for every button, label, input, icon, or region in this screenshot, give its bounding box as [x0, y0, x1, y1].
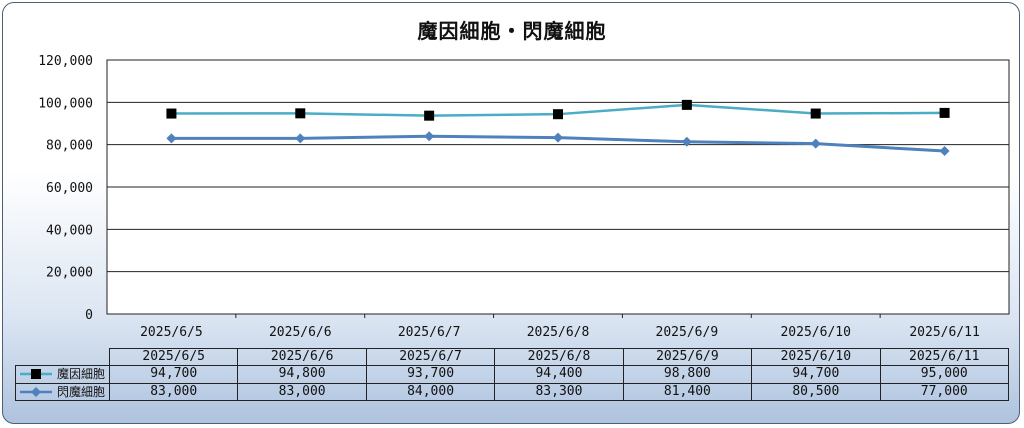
data-point-diamond [939, 146, 950, 157]
data-point-diamond [166, 133, 177, 144]
y-tick-label: 80,000 [46, 139, 93, 154]
data-table-value: 84,000 [365, 382, 496, 401]
data-table-value: 83,300 [494, 382, 624, 401]
x-tick-label: 2025/6/6 [269, 325, 332, 340]
data-table-value: 83,000 [108, 382, 239, 401]
data-table-value: 94,700 [108, 365, 239, 384]
y-tick-label: 40,000 [46, 223, 93, 238]
data-table-date: 2025/6/5 [108, 348, 239, 366]
data-table-value: 81,400 [622, 382, 753, 401]
data-table-value: 98,800 [622, 365, 753, 384]
legend-entry: 閃魔細胞 [15, 382, 110, 401]
data-table-value: 94,400 [494, 365, 624, 384]
data-table-date: 2025/6/8 [494, 348, 624, 366]
data-point-diamond [295, 133, 306, 144]
data-table-date: 2025/6/9 [622, 348, 753, 366]
data-table-value: 77,000 [879, 382, 1010, 401]
data-table-value: 94,700 [751, 365, 881, 384]
data-point-square [939, 107, 950, 118]
data-point-diamond [810, 138, 821, 149]
data-point-square [681, 99, 692, 110]
legend-label: 魔因細胞 [57, 367, 106, 381]
x-tick-label: 2025/6/10 [780, 325, 850, 340]
data-point-square [553, 109, 563, 120]
x-tick-label: 2025/6/7 [398, 325, 461, 340]
data-point-square [810, 108, 821, 119]
data-table-value: 83,000 [237, 382, 367, 401]
x-tick-label: 2025/6/5 [140, 325, 203, 340]
y-tick-label: 60,000 [46, 181, 93, 196]
data-table-date: 2025/6/6 [237, 348, 367, 366]
x-tick-label: 2025/6/8 [527, 325, 590, 340]
data-point-square [166, 108, 177, 119]
data-table-date: 2025/6/7 [365, 348, 496, 366]
data-point-diamond [681, 136, 692, 147]
legend-label: 閃魔細胞 [57, 384, 106, 399]
y-tick-label: 20,000 [46, 266, 93, 281]
data-table-value: 80,500 [751, 382, 881, 401]
data-table-header-row: 2025/6/5 2025/6/6 2025/6/7 2025/6/8 2025/6/9… [15, 348, 1010, 366]
data-table: 2025/6/5 2025/6/6 2025/6/7 2025/6/8 2025/6/9… [15, 348, 1010, 401]
data-point-diamond [553, 132, 563, 143]
legend-key-icon [20, 369, 52, 379]
data-point-square [424, 110, 435, 121]
data-table-row: 魔因細胞 94,700 94,800 93,700 94,400 98,800 94,700… [15, 365, 1010, 384]
data-table-value: 95,000 [879, 365, 1010, 384]
data-table-row: 閃魔細胞 83,000 83,000 84,000 83,300 81,400 80,500… [15, 382, 1010, 401]
chart-title: 魔因細胞・閃魔細胞 [417, 19, 607, 43]
data-table-value: 93,700 [365, 365, 496, 384]
legend-entry: 魔因細胞 [15, 365, 110, 384]
legend-key-icon [20, 386, 52, 397]
y-tick-label: 120,000 [38, 54, 93, 69]
data-table-value: 94,800 [237, 365, 367, 384]
data-table-date: 2025/6/11 [879, 348, 1010, 366]
x-tick-label: 2025/6/11 [909, 325, 979, 340]
data-table-date: 2025/6/10 [751, 348, 881, 366]
x-tick-label: 2025/6/9 [656, 325, 719, 340]
data-table-corner [15, 348, 110, 366]
y-tick-label: 0 [85, 308, 93, 323]
data-point-diamond [424, 131, 435, 142]
line-chart: 0 20,000 40,000 60,000 80,000 100,000 120,000 2… [38, 54, 1010, 340]
data-point-square [295, 108, 306, 119]
y-tick-label: 100,000 [38, 96, 93, 111]
